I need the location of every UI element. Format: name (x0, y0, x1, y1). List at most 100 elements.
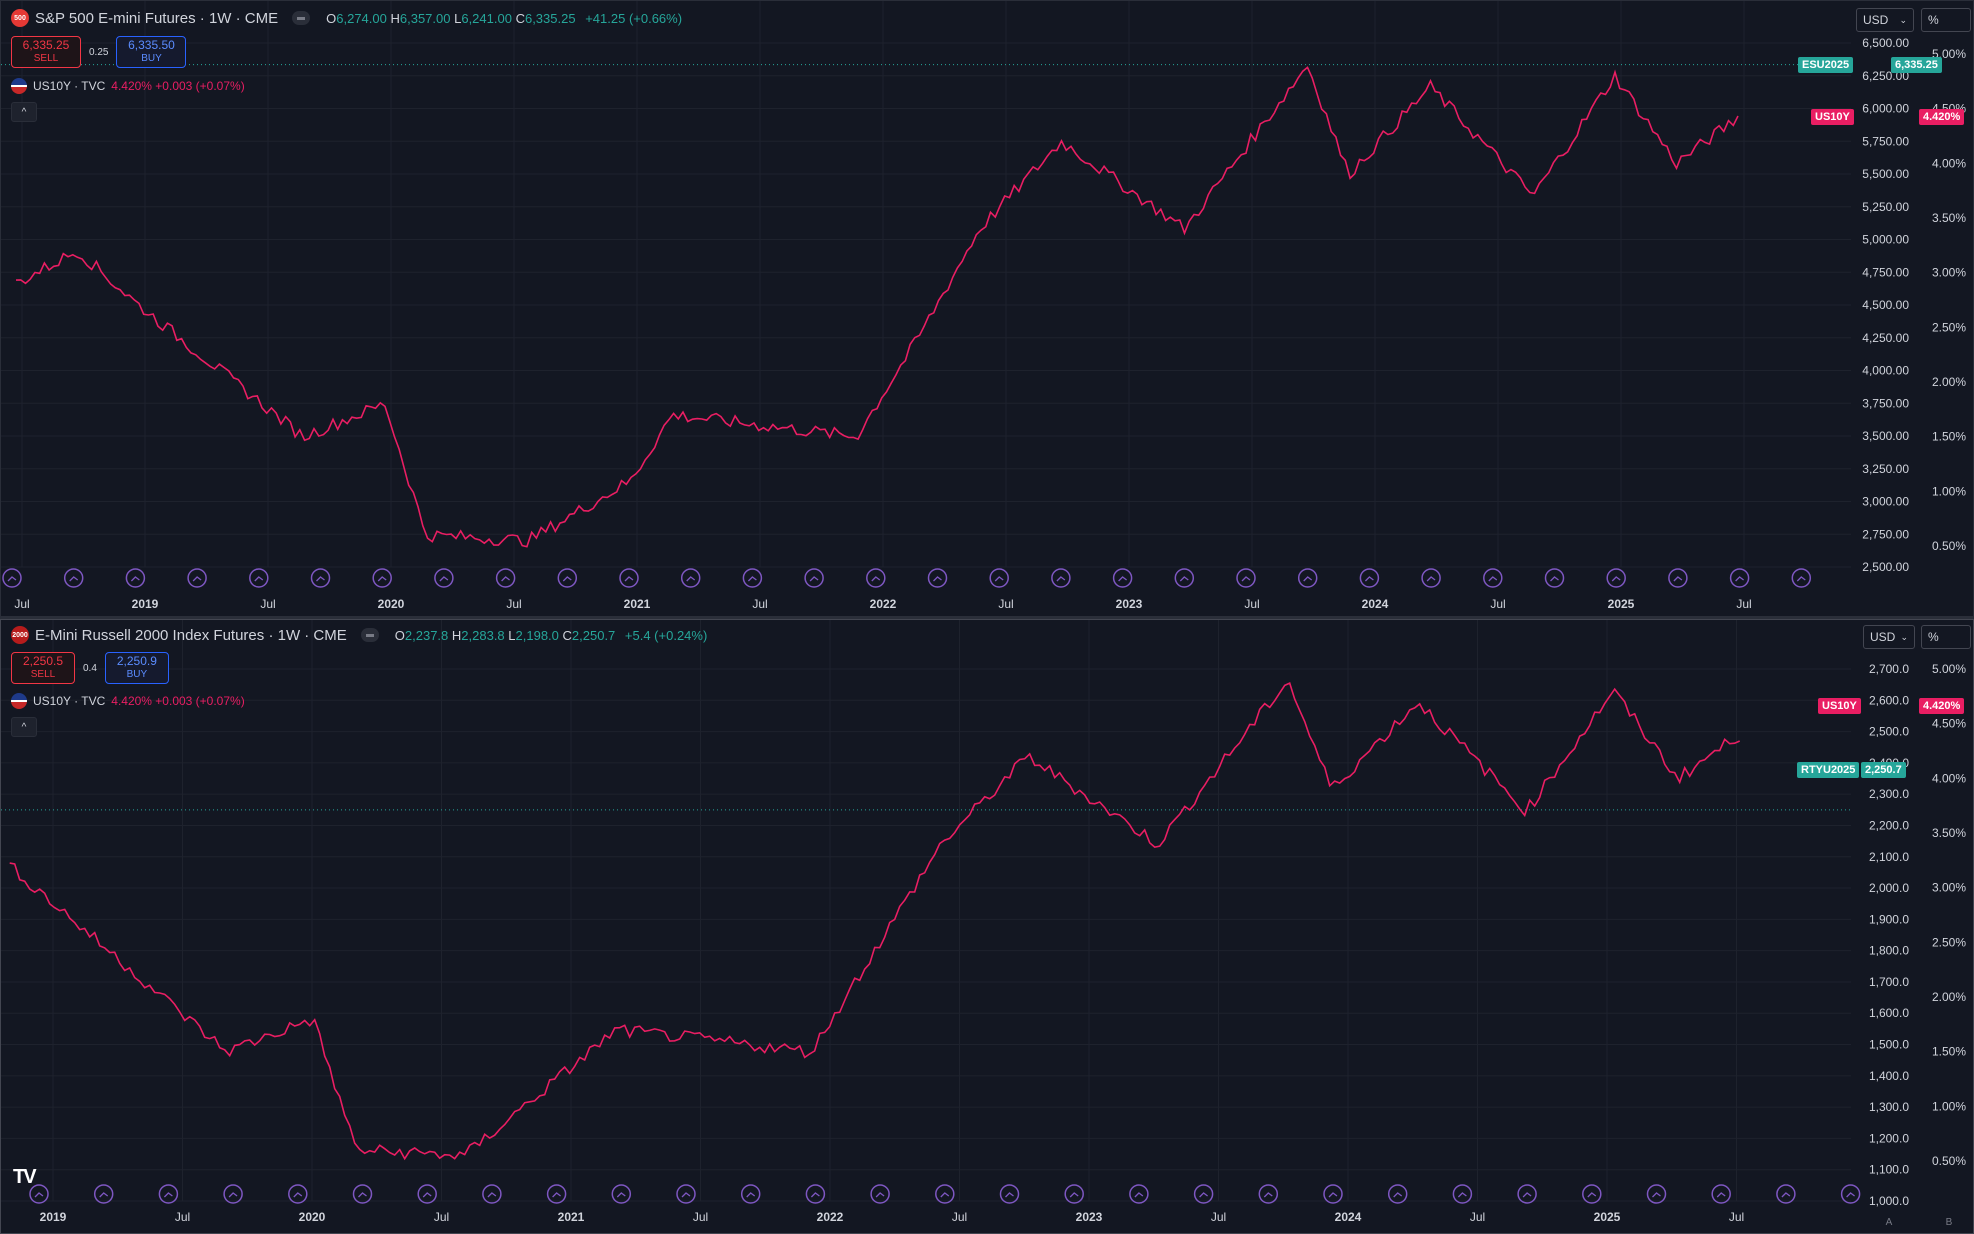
symbol-title[interactable]: E-Mini Russell 2000 Index Futures · 1W ·… (35, 626, 347, 644)
event-marker-arrow (1069, 1192, 1079, 1198)
yield-axis-label: 3.50% (1932, 826, 1966, 840)
event-marker-icon (1359, 568, 1380, 588)
event-marker-icon (223, 1184, 243, 1204)
time-axis-label: Jul (952, 1210, 967, 1224)
event-marker-arrow (422, 1192, 432, 1198)
event-marker-icon (249, 568, 269, 588)
event-marker-icon (740, 1184, 761, 1204)
time-axis-label: Jul (1729, 1210, 1744, 1224)
overlay-legend: US10Y · TVC 4.420% +0.003 (+0.07%) (11, 78, 245, 94)
event-marker-arrow (552, 1192, 561, 1198)
yield-axis-label: 2.50% (1932, 320, 1966, 334)
unit-select[interactable]: % (1921, 8, 1971, 32)
price-axis-label: 4,250.00 (1862, 331, 1909, 345)
currency-select[interactable]: USD ⌄ (1863, 625, 1915, 649)
event-marker-icon (352, 1184, 373, 1204)
overlay-symbol[interactable]: US10Y · TVC (33, 694, 106, 708)
price-axis-label: 3,000.00 (1862, 495, 1909, 509)
sell-button[interactable]: 6,335.25 SELL (11, 36, 81, 68)
event-marker-icon (417, 1184, 437, 1204)
auto-scale-button[interactable]: A (1885, 1217, 1893, 1228)
event-marker-icon (1112, 568, 1133, 588)
ohlc-values: O2,237.8 H2,283.8 L2,198.0 C2,250.7 +5.4… (394, 627, 708, 643)
event-marker-arrow (681, 1192, 691, 1198)
us-flag-icon (11, 693, 27, 709)
event-marker-arrow (616, 1192, 626, 1198)
collapse-legend-button[interactable]: ^ (11, 102, 37, 122)
event-marker-icon (434, 568, 454, 588)
time-axis-label: Jul (752, 597, 767, 611)
event-marker-arrow (1303, 576, 1313, 582)
time-axis-label: 2022 (817, 1210, 844, 1224)
event-marker-icon (158, 1184, 179, 1204)
time-axis-label: Jul (1490, 597, 1505, 611)
price-axis-label: 1,500.0 (1869, 1038, 1909, 1052)
event-marker-icon (866, 568, 886, 588)
yield-symbol-tag: US10Y (1818, 698, 1861, 714)
us-flag-icon (11, 78, 27, 94)
event-marker-arrow (1263, 1192, 1273, 1198)
symbol-title[interactable]: S&P 500 E-mini Futures · 1W · CME (35, 9, 279, 27)
time-axis-label: Jul (998, 597, 1013, 611)
event-marker-icon (1711, 1184, 1731, 1204)
event-marker-arrow (1522, 1192, 1532, 1198)
yield-symbol-tag: US10Y (1811, 109, 1854, 125)
time-axis-label: 2024 (1335, 1210, 1362, 1224)
event-marker-icon (1387, 1184, 1408, 1204)
price-axis-label: 1,400.0 (1869, 1069, 1909, 1083)
event-marker-icon (1646, 1184, 1667, 1204)
price-axis-label: 1,600.0 (1869, 1006, 1909, 1020)
event-marker-arrow (1735, 576, 1744, 582)
time-axis-label: Jul (693, 1210, 708, 1224)
yield-axis-label: 0.50% (1932, 1154, 1966, 1168)
buy-button[interactable]: 2,250.9 BUY (104, 652, 169, 684)
hide-series-icon[interactable] (292, 11, 311, 25)
event-marker-icon (2, 568, 22, 588)
time-axis-label: Jul (175, 1210, 190, 1224)
price-axis-label: 2,100.0 (1869, 850, 1909, 864)
russell-chart-pane[interactable]: 2,700.02,600.02,500.02,400.02,300.02,200… (0, 619, 1974, 1234)
sell-button[interactable]: 2,250.5 SELL (11, 652, 75, 684)
tradingview-logo[interactable]: TV (13, 1166, 37, 1188)
event-marker-arrow (686, 576, 696, 582)
event-marker-icon (1421, 568, 1441, 588)
log-scale-button[interactable]: B (1945, 1217, 1953, 1228)
sp500-chart-canvas[interactable]: 6,500.006,250.006,000.005,750.005,500.00… (1, 1, 1974, 617)
time-axis-label: 2019 (132, 597, 159, 611)
pane-separator[interactable] (0, 617, 1974, 619)
event-marker-icon (1729, 568, 1750, 588)
yield-axis-label: 2.50% (1932, 935, 1966, 949)
ohlc-values: O6,274.00 H6,357.00 L6,241.00 C6,335.25 … (326, 10, 683, 26)
trade-buttons: 6,335.25 SELL 0.25 6,335.50 BUY (11, 36, 187, 68)
yield-axis-label: 1.50% (1932, 430, 1966, 444)
price-axis-label: 5,000.00 (1862, 233, 1909, 247)
overlay-symbol[interactable]: US10Y · TVC (33, 79, 106, 93)
price-axis-label: 1,300.0 (1869, 1100, 1909, 1114)
event-marker-icon (546, 1184, 567, 1204)
collapse-legend-button[interactable]: ^ (11, 717, 37, 737)
price-axis-label: 5,750.00 (1862, 134, 1909, 148)
event-marker-icon (482, 1184, 502, 1204)
sp500-chart-pane[interactable]: 6,500.00 6,250.00 6,000.00 5,750.00 5,500.00… (0, 0, 1974, 617)
event-marker-arrow (624, 576, 634, 582)
event-marker-arrow (1056, 576, 1066, 582)
yield-axis-label: 0.50% (1932, 539, 1966, 553)
russell-chart-canvas[interactable]: 2,700.02,600.02,500.02,400.02,300.02,200… (1, 620, 1974, 1234)
event-marker-icon (495, 568, 516, 588)
time-axis-label: 2021 (624, 597, 651, 611)
buy-button[interactable]: 6,335.50 BUY (116, 36, 187, 68)
yield-axis-label: 5.00% (1932, 662, 1966, 676)
time-axis-label: 2019 (40, 1210, 67, 1224)
chevron-down-icon: ⌄ (1899, 14, 1907, 25)
currency-select[interactable]: USD ⌄ (1856, 8, 1914, 32)
event-marker-arrow (562, 576, 572, 582)
event-marker-arrow (1241, 576, 1251, 582)
event-marker-icon (288, 1184, 308, 1204)
event-marker-icon (804, 568, 824, 588)
hide-series-icon[interactable] (360, 628, 379, 642)
event-marker-arrow (933, 576, 942, 582)
unit-select[interactable]: % (1921, 625, 1971, 649)
event-marker-arrow (1716, 1192, 1726, 1198)
chevron-up-icon: ^ (21, 106, 27, 118)
event-marker-arrow (501, 576, 510, 582)
